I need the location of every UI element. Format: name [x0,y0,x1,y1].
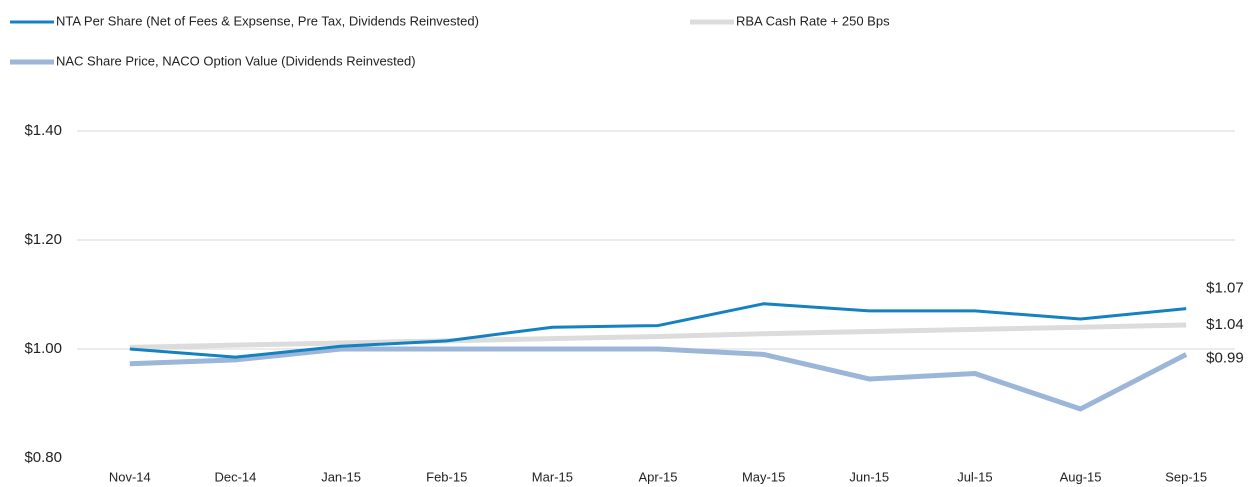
value-label: $1.04 [1206,316,1244,333]
x-tick-label: Mar-15 [532,469,573,484]
y-tick-label: $1.00 [24,340,62,357]
x-tick-label: Nov-14 [109,469,151,484]
x-tick-label: Jun-15 [849,469,889,484]
legend-label: RBA Cash Rate + 250 Bps [736,13,890,28]
x-tick-label: Aug-15 [1060,469,1102,484]
x-tick-label: Jan-15 [321,469,361,484]
legend-label: NTA Per Share (Net of Fees & Expsense, P… [56,13,479,28]
x-tick-label: Apr-15 [638,469,677,484]
series-line [129,322,1187,350]
series-line [129,346,1188,412]
x-tick-label: Sep-15 [1165,469,1207,484]
y-tick-label: $0.80 [24,449,62,466]
y-tick-label: $1.40 [24,122,62,139]
x-tick-label: Feb-15 [426,469,467,484]
legend-label: NAC Share Price, NACO Option Value (Divi… [56,53,416,68]
x-tick-label: Dec-14 [214,469,256,484]
x-tick-label: Jul-15 [957,469,992,484]
value-label: $1.07 [1206,280,1244,297]
value-label: $0.99 [1206,349,1244,366]
x-tick-label: May-15 [742,469,785,484]
series-line [129,302,1187,359]
y-tick-label: $1.20 [24,231,62,248]
